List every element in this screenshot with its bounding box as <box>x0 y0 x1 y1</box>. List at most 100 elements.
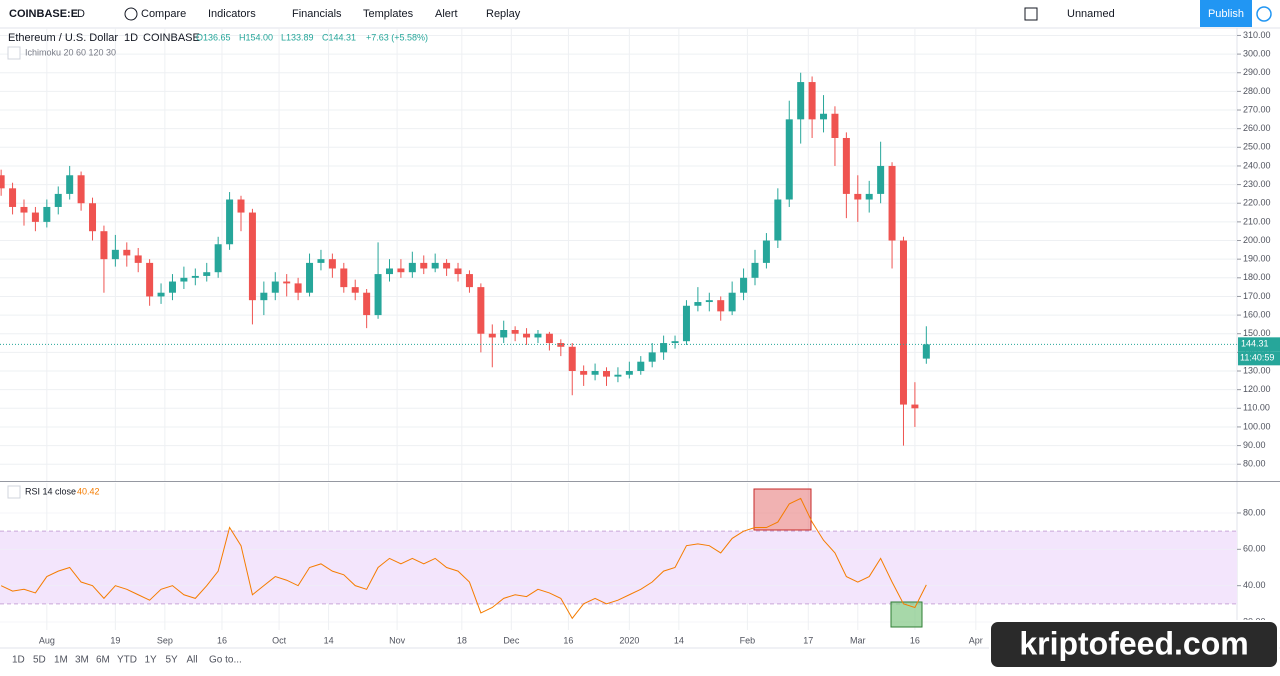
candle-body <box>740 277 748 293</box>
candle-body <box>865 193 873 200</box>
candle-body <box>454 268 462 275</box>
checkbox-icon[interactable] <box>1024 7 1038 21</box>
x-tick-label: 18 <box>457 635 467 645</box>
y-tick-label: 130.00 <box>1243 365 1271 375</box>
alert[interactable]: Alert <box>435 8 458 20</box>
candle-body <box>637 361 645 372</box>
range-button[interactable]: 6M <box>96 655 110 666</box>
y-tick-label: 280.00 <box>1243 86 1271 96</box>
y-tick-label: 150.00 <box>1243 328 1271 338</box>
candle-body <box>568 346 576 372</box>
candle-body <box>728 292 736 312</box>
candle-body <box>660 343 668 353</box>
symbol[interactable]: COINBASE:E <box>9 8 78 20</box>
y-tick-label: 200.00 <box>1243 235 1271 245</box>
x-tick-label: 16 <box>910 635 920 645</box>
candle-body <box>591 371 599 375</box>
candle-body <box>363 292 371 316</box>
candle-body <box>111 249 119 260</box>
range-button[interactable]: 3M <box>75 655 89 666</box>
candle-body <box>203 272 211 276</box>
candle-body <box>31 212 39 222</box>
rsi-title: RSI 14 close <box>25 486 76 496</box>
candle-body <box>408 262 416 273</box>
publish-button[interactable] <box>1200 0 1252 27</box>
y-tick-label: 80.00 <box>1243 507 1266 517</box>
range-button[interactable]: 5Y <box>166 655 179 666</box>
candle-body <box>271 281 279 293</box>
x-tick-label: 17 <box>803 635 813 645</box>
financials[interactable]: Financials <box>292 8 342 20</box>
candle-body <box>9 188 17 207</box>
candle-body <box>248 212 256 301</box>
range-button[interactable]: All <box>187 655 198 666</box>
y-tick-label: 190.00 <box>1243 254 1271 264</box>
candle-body <box>511 330 519 334</box>
change: +7.63 (+5.58%) <box>366 32 428 42</box>
chart-title: Ethereum / U.S. Dollar <box>8 32 118 44</box>
x-tick-label: 16 <box>563 635 573 645</box>
candle-body <box>477 287 485 334</box>
candle-body <box>774 199 782 241</box>
candle-body <box>351 287 359 293</box>
candle-body <box>648 352 656 362</box>
x-tick-label: Sep <box>157 635 173 645</box>
candle-body <box>328 259 336 269</box>
x-tick-label: Mar <box>850 635 866 645</box>
exchange: COINBASE <box>143 32 200 44</box>
y-tick-label: 250.00 <box>1243 142 1271 152</box>
y-tick-label: 180.00 <box>1243 272 1271 282</box>
candle-body <box>899 240 907 405</box>
y-tick-label: 110.00 <box>1243 403 1270 413</box>
play-icon[interactable] <box>1256 6 1272 22</box>
range-button[interactable]: 1Y <box>145 655 158 666</box>
range-button[interactable]: 1D <box>12 655 25 666</box>
candle-body <box>603 371 611 377</box>
countdown: 11:40:59 <box>1240 353 1274 363</box>
candle-body <box>625 371 633 375</box>
rsi-band <box>0 531 1237 604</box>
candle-body <box>66 175 74 194</box>
candle-body <box>191 275 199 278</box>
candle-body <box>237 199 245 213</box>
range-button[interactable]: 5D <box>33 655 46 666</box>
y-tick-label: 90.00 <box>1243 440 1266 450</box>
y-tick-label: 160.00 <box>1243 309 1271 319</box>
candle-body <box>260 292 268 301</box>
candle-body <box>820 113 828 120</box>
rsi-line <box>0 497 927 620</box>
goto[interactable]: Go to... <box>209 655 242 666</box>
candle-body <box>534 333 542 338</box>
x-tick-label: 19 <box>110 635 120 645</box>
range-button[interactable]: 1M <box>54 655 68 666</box>
candle-body <box>808 82 816 120</box>
candle-body <box>397 268 405 273</box>
publish-label: Publish <box>1208 8 1244 20</box>
range-button[interactable]: YTD <box>117 655 137 666</box>
candle-body <box>523 333 531 338</box>
watermark-bg <box>989 620 1279 669</box>
templates[interactable]: Templates <box>363 8 414 20</box>
indicators[interactable]: Indicators <box>208 8 256 20</box>
collapse-button <box>7 46 21 60</box>
candle-body <box>671 341 679 344</box>
x-tick-label: Aug <box>39 635 55 645</box>
candle-body <box>443 262 451 269</box>
layout-name[interactable]: Unnamed <box>1067 8 1115 20</box>
ohlc-value: O136.65 <box>196 32 231 42</box>
candle-body <box>557 343 565 347</box>
compare[interactable]: Compare <box>141 8 186 20</box>
replay[interactable]: Replay <box>486 8 521 20</box>
candle-body <box>614 374 622 377</box>
candle-body <box>374 274 382 316</box>
candle-body <box>385 268 393 275</box>
x-tick-label: Nov <box>389 635 406 645</box>
compare-icon <box>124 7 138 21</box>
chart-interval: 1D <box>124 32 138 44</box>
candle-body <box>180 277 188 282</box>
candle-body <box>431 262 439 269</box>
candle-body <box>831 113 839 138</box>
candle-body <box>888 165 896 241</box>
interval[interactable]: D <box>77 8 85 20</box>
